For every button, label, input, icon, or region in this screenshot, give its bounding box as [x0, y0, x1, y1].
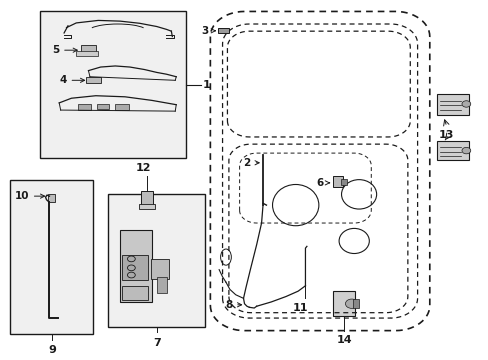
Text: 7: 7 — [153, 338, 160, 348]
Bar — [76, 51, 98, 56]
Bar — [436, 94, 468, 116]
Text: 6: 6 — [316, 178, 329, 188]
Bar — [48, 194, 55, 202]
Text: 12: 12 — [135, 163, 150, 173]
Bar — [139, 204, 155, 210]
Text: 2: 2 — [243, 158, 259, 168]
Bar — [86, 77, 101, 83]
Bar — [10, 180, 93, 334]
Bar — [78, 104, 91, 110]
Text: 11: 11 — [292, 303, 308, 312]
Text: 9: 9 — [48, 345, 56, 355]
Bar — [218, 28, 228, 33]
Text: 10: 10 — [14, 191, 44, 201]
Bar — [122, 255, 148, 280]
Bar — [120, 230, 152, 302]
Text: 3: 3 — [201, 26, 215, 36]
Circle shape — [461, 101, 470, 107]
Text: 13: 13 — [438, 130, 454, 140]
Bar — [157, 277, 167, 293]
Text: 8: 8 — [224, 300, 241, 310]
Bar — [122, 286, 148, 300]
Bar — [115, 104, 129, 110]
Bar — [332, 176, 342, 187]
Bar — [436, 140, 468, 160]
Bar — [97, 104, 109, 109]
Text: 1: 1 — [203, 80, 210, 90]
Bar — [81, 45, 96, 53]
Bar — [340, 179, 346, 185]
Circle shape — [461, 147, 470, 154]
Bar — [352, 300, 358, 309]
Bar — [332, 291, 354, 316]
Bar — [151, 259, 169, 279]
Text: 14: 14 — [336, 335, 351, 345]
Text: 5: 5 — [52, 45, 77, 55]
Bar — [40, 12, 185, 158]
Bar — [108, 194, 205, 327]
Bar — [141, 192, 153, 205]
Circle shape — [345, 299, 357, 309]
Text: 4: 4 — [59, 75, 84, 85]
